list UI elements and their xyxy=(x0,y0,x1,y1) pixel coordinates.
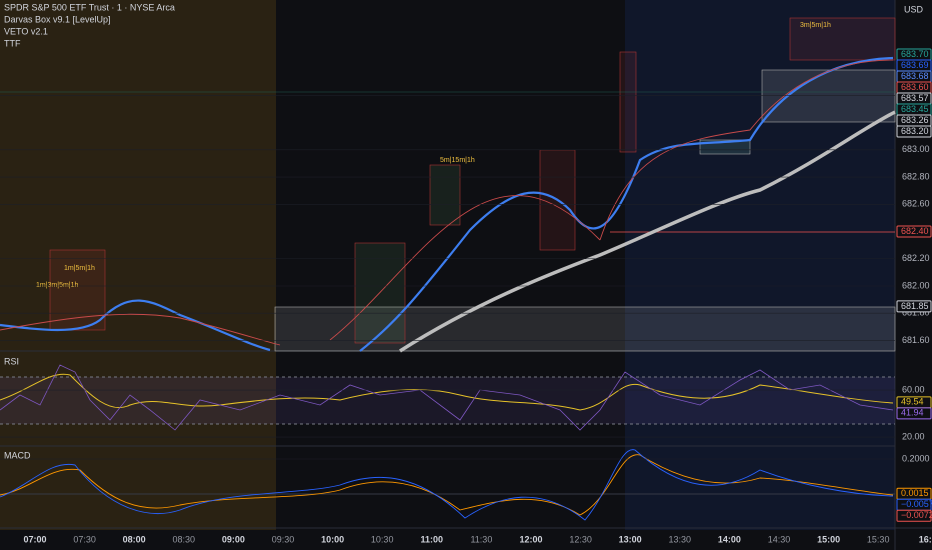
x-tick-label: 13:30 xyxy=(669,534,692,544)
y-tick-label: 683.00 xyxy=(902,144,930,154)
price-tag-label: 0.0015 xyxy=(901,488,929,498)
price-tag-label: 683.70 xyxy=(901,49,929,59)
price-tag xyxy=(896,225,932,238)
ma-line xyxy=(0,59,894,346)
indicator-label: TTF xyxy=(4,38,21,48)
x-tick-label: 10:30 xyxy=(371,534,394,544)
price-tag-label: −0.0072 xyxy=(901,510,932,520)
panel-title: RSI xyxy=(4,356,19,366)
premarket-shade xyxy=(0,0,276,530)
x-tick-label: 07:00 xyxy=(23,534,46,544)
annotation: 5m|15m|1h xyxy=(440,157,475,164)
price-tag-label: 683.26 xyxy=(901,115,929,125)
y-tick-label: 0.2000 xyxy=(902,453,930,463)
macd-line xyxy=(0,449,894,521)
price-tag-label: −0.0057 xyxy=(901,499,932,509)
x-tick-label: 07:30 xyxy=(73,534,96,544)
indicator-label: Darvas Box v9.1 [LevelUp] xyxy=(4,14,111,24)
y-tick-label: 682.20 xyxy=(902,253,930,263)
x-tick-label: 13:00 xyxy=(619,534,642,544)
box xyxy=(761,69,896,123)
x-tick-label: 12:30 xyxy=(569,534,592,544)
x-tick-label: 11:00 xyxy=(421,534,444,544)
x-tick-label: 11:30 xyxy=(470,534,492,544)
price-tag xyxy=(896,509,932,522)
x-tick-label: 08:00 xyxy=(123,534,146,544)
x-tick-label: 12:00 xyxy=(519,534,542,544)
y-tick-label: 682.60 xyxy=(902,199,930,209)
y-tick-label: 681.60 xyxy=(902,335,930,345)
box xyxy=(49,249,106,331)
price-tag-label: 683.68 xyxy=(901,71,929,81)
y-tick-label: 20.00 xyxy=(902,431,925,441)
price-tag xyxy=(896,125,932,138)
y-tick-label: 60.00 xyxy=(902,384,925,394)
annotation: 1m|3m|5m|1h xyxy=(36,282,79,289)
price-tag xyxy=(896,407,932,420)
darvas-boxes xyxy=(274,69,896,352)
x-tick-label: 09:30 xyxy=(272,534,295,544)
rsi-band xyxy=(0,377,895,424)
x-tick-label: 14:00 xyxy=(718,534,741,544)
x-tick-label: 10:00 xyxy=(321,534,344,544)
x-tick-label: 14:30 xyxy=(768,534,791,544)
price-tag-label: 683.60 xyxy=(901,82,929,92)
price-tag-label: 681.85 xyxy=(901,301,929,311)
price-tag-label: 49.54 xyxy=(901,397,924,407)
box xyxy=(619,51,637,153)
symbol-title: SPDR S&P 500 ETF Trust · 1 · NYSE Arca xyxy=(4,2,175,12)
x-tick-label: 15:00 xyxy=(817,534,840,544)
annotation: 3m|5m|1h xyxy=(800,22,831,29)
price-tag-label: 41.94 xyxy=(901,408,924,418)
price-tag-label: 683.69 xyxy=(901,60,929,70)
box xyxy=(789,17,896,61)
price-tag-label: 683.20 xyxy=(901,126,929,136)
zone-boxes xyxy=(49,17,896,344)
x-tick-label: 09:00 xyxy=(222,534,245,544)
box xyxy=(274,306,896,352)
x-tick-label: 15:30 xyxy=(867,534,890,544)
y-tick-label: 682.00 xyxy=(902,280,930,290)
indicator-label: VETO v2.1 xyxy=(4,26,48,36)
y-tick-label: 681.80 xyxy=(902,308,930,318)
panel-title: MACD xyxy=(4,450,31,460)
price-tag-label: 682.40 xyxy=(901,226,929,236)
annotation: 1m|5m|1h xyxy=(64,265,95,272)
y-tick-label: 682.80 xyxy=(902,171,930,181)
rsi-line xyxy=(0,364,894,431)
x-tick-label: 16:0 xyxy=(919,534,932,544)
ema-line xyxy=(0,56,894,352)
price-tag-label: 683.57 xyxy=(901,93,929,103)
price-tag-label: 683.45 xyxy=(901,104,929,114)
session-shade xyxy=(625,0,895,530)
box xyxy=(429,164,461,226)
x-tick-label: 08:30 xyxy=(173,534,196,544)
price-tag xyxy=(896,300,932,313)
currency-label: USD xyxy=(904,4,924,14)
